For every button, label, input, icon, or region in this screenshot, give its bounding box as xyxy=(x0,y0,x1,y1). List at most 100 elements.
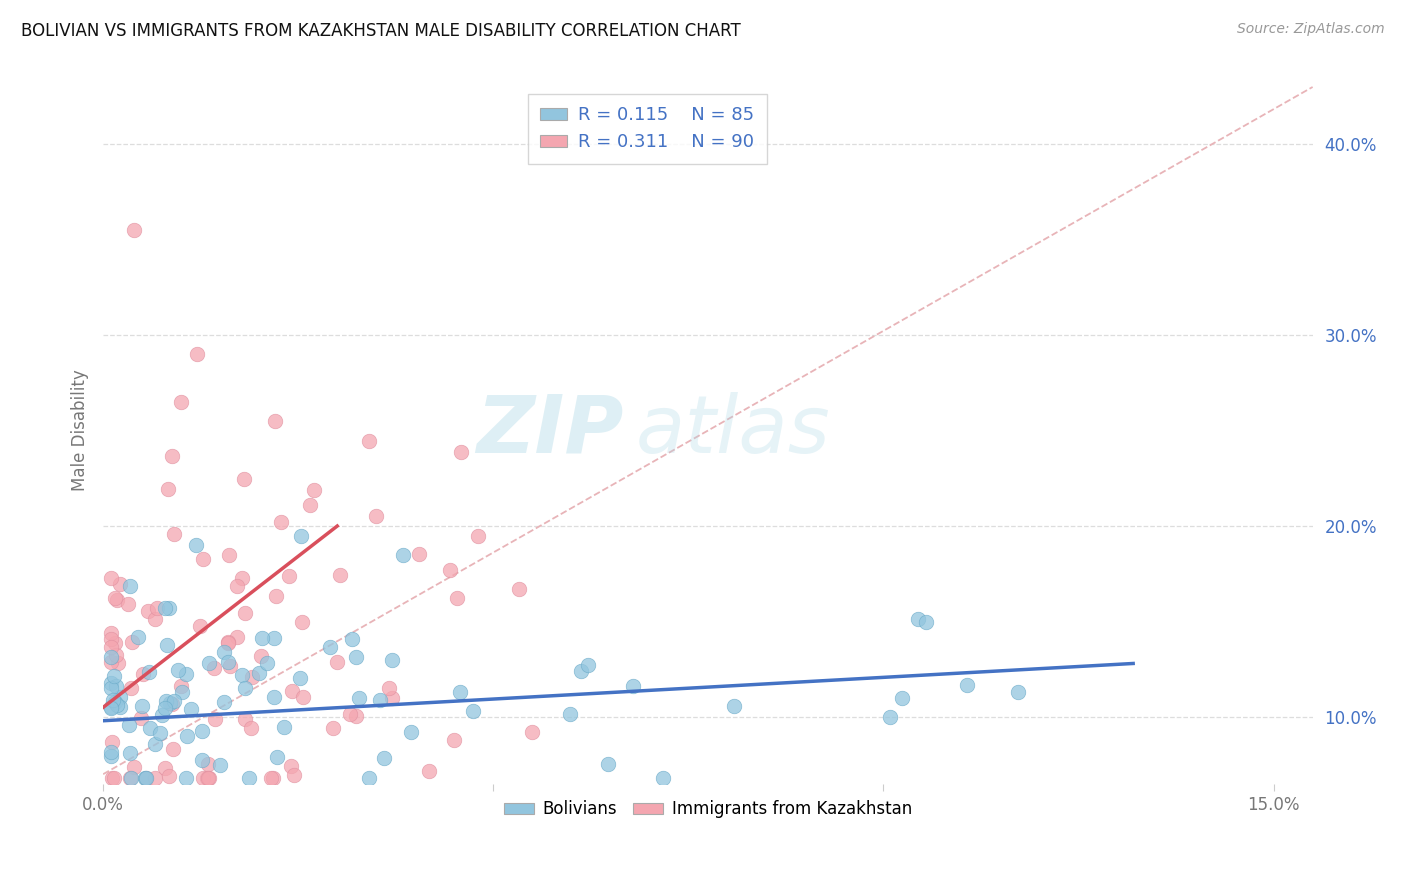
Point xyxy=(101,771,124,785)
Point xyxy=(326,655,349,669)
Point xyxy=(166,664,188,678)
Point xyxy=(153,701,176,715)
Point xyxy=(238,771,260,785)
Point xyxy=(217,655,239,669)
Point xyxy=(349,691,371,706)
Point xyxy=(263,690,285,704)
Point xyxy=(188,619,211,633)
Point xyxy=(344,650,367,665)
Point xyxy=(198,656,221,670)
Point xyxy=(217,634,239,648)
Point xyxy=(120,771,142,785)
Point xyxy=(522,725,544,739)
Point xyxy=(120,681,142,695)
Point xyxy=(907,612,929,626)
Point xyxy=(915,615,938,629)
Point xyxy=(329,568,352,582)
Point xyxy=(239,721,262,735)
Point xyxy=(149,725,172,739)
Point xyxy=(231,571,253,585)
Point xyxy=(391,548,413,562)
Point xyxy=(124,223,146,237)
Point xyxy=(202,661,225,675)
Point xyxy=(204,712,226,726)
Point xyxy=(266,590,288,604)
Point xyxy=(449,685,471,699)
Point xyxy=(381,653,404,667)
Point xyxy=(569,664,592,678)
Point xyxy=(723,699,745,714)
Point xyxy=(357,771,380,785)
Point xyxy=(121,635,143,649)
Point xyxy=(197,756,219,771)
Point xyxy=(890,690,912,705)
Point xyxy=(100,626,122,640)
Point xyxy=(174,771,197,785)
Point xyxy=(160,697,183,711)
Point xyxy=(176,666,198,681)
Point xyxy=(104,648,127,662)
Point xyxy=(576,657,599,672)
Point xyxy=(277,568,299,582)
Point xyxy=(319,640,342,655)
Point xyxy=(191,723,214,738)
Point xyxy=(150,708,173,723)
Point xyxy=(108,577,131,591)
Y-axis label: Male Disability: Male Disability xyxy=(72,369,89,491)
Point xyxy=(153,761,176,775)
Point xyxy=(418,764,440,779)
Point xyxy=(131,699,153,714)
Point xyxy=(129,711,152,725)
Legend: Bolivians, Immigrants from Kazakhstan: Bolivians, Immigrants from Kazakhstan xyxy=(498,794,918,825)
Point xyxy=(176,729,198,743)
Point xyxy=(108,690,131,704)
Point xyxy=(322,721,344,735)
Point xyxy=(260,771,283,785)
Point xyxy=(298,498,321,512)
Point xyxy=(118,718,141,732)
Point xyxy=(266,749,288,764)
Point xyxy=(138,665,160,680)
Point xyxy=(103,771,125,785)
Point xyxy=(1007,685,1029,699)
Point xyxy=(302,483,325,497)
Point xyxy=(652,771,675,785)
Point xyxy=(443,732,465,747)
Point xyxy=(117,597,139,611)
Point xyxy=(157,601,180,615)
Point xyxy=(242,670,264,684)
Point xyxy=(263,631,285,645)
Point xyxy=(218,658,240,673)
Point xyxy=(233,681,256,695)
Point xyxy=(467,528,489,542)
Point xyxy=(172,685,194,699)
Point xyxy=(233,606,256,620)
Point xyxy=(159,696,181,710)
Point xyxy=(143,612,166,626)
Point xyxy=(100,675,122,690)
Point xyxy=(136,604,159,618)
Point xyxy=(262,771,284,785)
Point xyxy=(191,771,214,785)
Point xyxy=(198,771,221,785)
Point xyxy=(104,591,127,605)
Point xyxy=(368,693,391,707)
Point xyxy=(217,636,239,650)
Point xyxy=(100,748,122,763)
Point xyxy=(209,758,232,772)
Point xyxy=(156,638,179,652)
Point xyxy=(146,601,169,615)
Point xyxy=(339,706,361,721)
Point xyxy=(180,702,202,716)
Point xyxy=(100,650,122,665)
Text: BOLIVIAN VS IMMIGRANTS FROM KAZAKHSTAN MALE DISABILITY CORRELATION CHART: BOLIVIAN VS IMMIGRANTS FROM KAZAKHSTAN M… xyxy=(21,22,741,40)
Point xyxy=(373,750,395,764)
Point xyxy=(596,757,619,772)
Point xyxy=(290,671,312,685)
Point xyxy=(247,666,270,681)
Text: Source: ZipAtlas.com: Source: ZipAtlas.com xyxy=(1237,22,1385,37)
Point xyxy=(226,579,249,593)
Point xyxy=(290,528,312,542)
Point xyxy=(214,645,236,659)
Point xyxy=(621,679,644,693)
